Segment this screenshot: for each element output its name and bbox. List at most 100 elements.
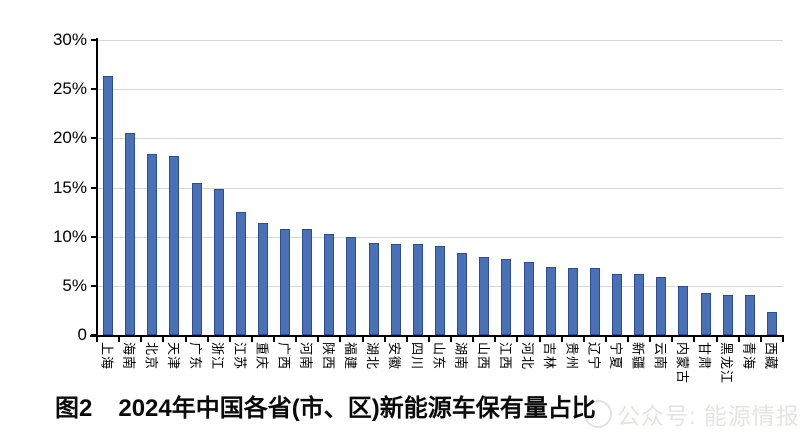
y-axis-tick: [91, 88, 97, 91]
x-axis-tick: [228, 337, 231, 342]
y-axis-tick: [91, 39, 97, 41]
bar-甘肃: [700, 292, 711, 335]
bar-青海: [744, 294, 755, 335]
x-axis-label-重庆: 重庆: [254, 342, 270, 371]
y-gridline: [97, 40, 783, 41]
x-axis-tick: [693, 337, 696, 342]
x-axis-label-广东: 广东: [188, 342, 204, 371]
bar-安徽: [390, 243, 401, 335]
watermark: 公众号: 能源情报: [584, 397, 800, 431]
y-axis-label: 30%: [52, 30, 87, 49]
x-axis-tick: [516, 337, 519, 342]
bar-江苏: [235, 212, 246, 335]
x-axis-tick: [184, 337, 187, 342]
bar-福建: [346, 236, 357, 335]
x-axis-label-福建: 福建: [342, 342, 358, 371]
bar-山东: [435, 245, 445, 335]
y-gridline: [97, 187, 783, 189]
bar-宁夏: [612, 274, 623, 335]
x-axis-label-山西: 山西: [475, 342, 491, 371]
x-axis-label-四川: 四川: [409, 342, 425, 371]
x-axis-tick: [140, 337, 143, 342]
bar-海南: [125, 133, 136, 335]
figure-title: 2024年中国各省(市、区)新能源车保有量占比: [118, 395, 596, 422]
bar-陕西: [324, 233, 335, 335]
figure-caption: 图2 2024年中国各省(市、区)新能源车保有量占比: [55, 394, 596, 424]
bar-山西: [479, 257, 490, 335]
bar-广西: [280, 228, 291, 335]
y-axis-label: 20%: [52, 128, 87, 148]
x-axis-tick: [206, 337, 209, 342]
x-axis-label-湖北: 湖北: [365, 342, 381, 371]
y-axis-tick: [91, 186, 97, 189]
x-axis-label-吉林: 吉林: [542, 342, 558, 371]
x-axis-tick: [162, 337, 165, 342]
x-axis-tick: [759, 337, 762, 342]
bar-上海: [103, 76, 114, 335]
x-axis-label-辽宁: 辽宁: [586, 342, 602, 371]
y-axis-label: 15%: [52, 177, 87, 197]
x-axis-label-北京: 北京: [143, 342, 159, 371]
x-axis-tick: [582, 337, 585, 342]
bar-湖南: [457, 253, 468, 335]
x-axis-tick: [538, 337, 541, 342]
bar-西藏: [766, 312, 777, 335]
y-axis-label: 5%: [62, 275, 87, 295]
x-axis-label-甘肃: 甘肃: [697, 342, 713, 371]
bar-广东: [191, 182, 202, 335]
bar-贵州: [567, 268, 578, 335]
x-axis-tick: [472, 337, 475, 342]
bar-吉林: [545, 267, 556, 335]
x-axis-tick: [317, 337, 320, 342]
x-axis-label-青海: 青海: [741, 342, 757, 371]
x-axis-tick: [494, 337, 497, 342]
x-axis-label-宁夏: 宁夏: [608, 342, 624, 371]
bar-江西: [501, 259, 512, 335]
y-axis-label: 25%: [52, 79, 87, 99]
x-axis-tick: [295, 337, 298, 342]
figure-number: 图2: [55, 395, 93, 422]
x-axis-label-新疆: 新疆: [630, 342, 646, 371]
y-axis-tick: [91, 235, 97, 238]
bar-浙江: [213, 189, 224, 335]
y-gridline: [97, 138, 783, 140]
x-axis-label-黑龙江: 黑龙江: [719, 342, 735, 385]
x-axis-label-广西: 广西: [276, 342, 292, 371]
x-axis-label-浙江: 浙江: [210, 342, 226, 371]
y-axis-tick: [91, 284, 97, 287]
x-axis-label-江西: 江西: [497, 342, 513, 371]
bar-黑龙江: [722, 294, 733, 335]
x-axis-label-江苏: 江苏: [232, 342, 248, 371]
x-axis-label-海南: 海南: [121, 342, 137, 371]
bar-河北: [523, 262, 534, 335]
bar-重庆: [257, 222, 268, 335]
x-axis-tick: [405, 337, 408, 342]
y-axis-line: [96, 38, 98, 337]
y-axis-tick: [91, 137, 97, 140]
x-axis-tick: [715, 337, 718, 342]
x-axis-tick: [118, 337, 121, 342]
x-axis-label-陕西: 陕西: [320, 342, 336, 371]
bar-云南: [656, 276, 667, 335]
bar-辽宁: [589, 268, 600, 335]
watermark-circle-logo-icon: [584, 400, 612, 428]
bar-北京: [147, 154, 158, 335]
bar-内蒙古: [678, 285, 689, 335]
x-axis-line: [90, 335, 784, 337]
x-axis-tick: [383, 337, 386, 342]
x-axis-label-云南: 云南: [652, 342, 668, 371]
x-axis-label-安徽: 安徽: [387, 342, 403, 371]
y-axis-label: 10%: [52, 226, 87, 246]
x-axis-tick: [649, 337, 652, 342]
x-axis-label-内蒙古: 内蒙古: [674, 342, 690, 385]
y-gridline: [97, 236, 783, 238]
x-axis-tick: [339, 337, 342, 342]
bar-天津: [169, 156, 180, 335]
x-axis-tick: [604, 337, 607, 342]
x-axis-tick: [560, 337, 563, 342]
bar-河南: [302, 228, 313, 335]
bar-湖北: [368, 242, 379, 335]
x-axis-label-河南: 河南: [298, 342, 314, 371]
